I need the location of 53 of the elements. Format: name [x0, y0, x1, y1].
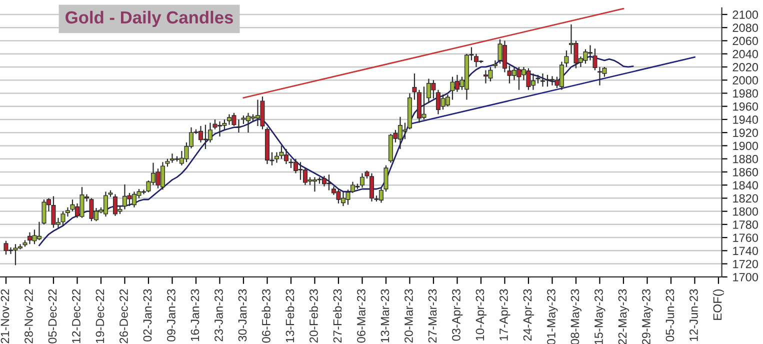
- x-tick-label: 05-Jun-23: [666, 289, 674, 342]
- y-tick-label: 1960: [733, 102, 758, 111]
- chart-title: Gold - Daily Candles: [66, 10, 233, 28]
- candlestick: [60, 210, 66, 226]
- x-tick-label: 27-Feb-23: [332, 289, 342, 343]
- x-tick-label: 15-May-23: [594, 289, 606, 344]
- y-tick-label: 1820: [733, 194, 758, 203]
- y-tick-label: 1920: [733, 128, 758, 137]
- y-tick-label: 2060: [732, 36, 758, 46]
- x-tick-label: 24-Apr-23: [523, 289, 534, 341]
- candlestick: [592, 48, 598, 71]
- x-tick-label: 10-Apr-23: [476, 289, 486, 340]
- x-tick-label: 27-Mar-23: [428, 289, 437, 343]
- x-tick-label: 30-Jan-23: [238, 289, 247, 342]
- y-tick-label: 2080: [732, 24, 758, 32]
- x-tick-label: 20-Mar-23: [404, 289, 413, 343]
- y-tick-label: 2000: [732, 76, 758, 84]
- x-tick-label: EOF(): [712, 289, 724, 320]
- x-tick-label: 23-Jan-23: [214, 289, 223, 342]
- x-tick-label: 17-Apr-23: [500, 289, 510, 340]
- y-tick-label: 2040: [732, 50, 758, 58]
- y-tick-label: 1760: [733, 234, 758, 242]
- y-tick-label: 1720: [733, 260, 758, 268]
- y-tick-label: 1780: [733, 220, 758, 229]
- x-tick-label: 19-Dec-22: [96, 289, 104, 343]
- x-tick-label: 28-Nov-22: [24, 289, 33, 344]
- x-tick-label: 12-Jun-23: [690, 289, 698, 341]
- y-tick-label: 1740: [733, 246, 758, 256]
- y-tick-label: 1880: [733, 154, 758, 164]
- x-tick-label: 09-Jan-23: [167, 289, 176, 342]
- y-tick-label: 2100: [732, 10, 758, 19]
- x-tick-label: 12-Dec-22: [72, 289, 80, 343]
- y-tick-label: 1700: [733, 272, 758, 282]
- y-tick-label: 1940: [733, 115, 758, 124]
- x-tick-label: 20-Feb-23: [309, 289, 318, 343]
- y-tick-label: 2020: [732, 62, 758, 72]
- x-tick-label: 03-Apr-23: [452, 289, 463, 341]
- y-tick-label: 1860: [733, 168, 758, 176]
- y-tick-label: 1900: [733, 142, 758, 150]
- y-tick-label: 1980: [733, 89, 758, 98]
- x-tick-label: 13-Mar-23: [380, 289, 390, 342]
- y-tick-label: 1840: [733, 181, 758, 190]
- candlestick: [492, 60, 498, 69]
- x-tick-label: 13-Feb-23: [285, 289, 294, 342]
- x-tick-label: 26-Dec-22: [120, 289, 128, 344]
- candlestick: [412, 72, 417, 100]
- x-tick-label: 21-Nov-22: [0, 289, 10, 344]
- x-tick-label: 06-Feb-23: [262, 289, 270, 343]
- x-tick-label: 06-Mar-23: [357, 289, 366, 343]
- y-tick-label: 1800: [733, 207, 758, 216]
- x-tick-label: 05-Dec-22: [48, 289, 57, 344]
- x-tick-label: 02-Jan-23: [143, 289, 152, 342]
- x-tick-label: 16-Jan-23: [190, 289, 200, 341]
